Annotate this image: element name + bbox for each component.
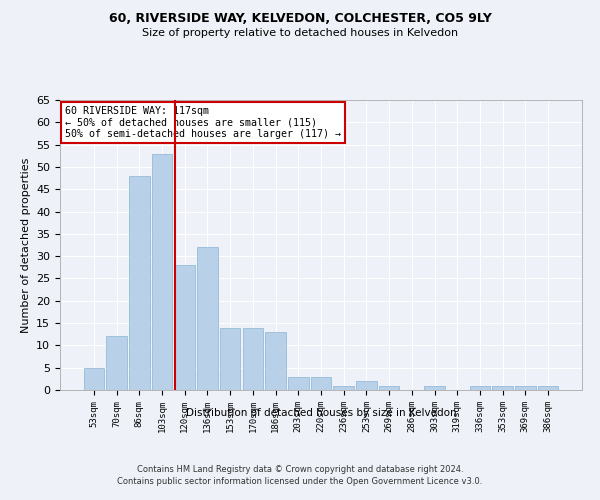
Bar	[538, 386, 558, 390]
Bar	[129, 176, 149, 390]
Text: Size of property relative to detached houses in Kelvedon: Size of property relative to detached ho…	[142, 28, 458, 38]
Text: Contains HM Land Registry data © Crown copyright and database right 2024.: Contains HM Land Registry data © Crown c…	[137, 465, 463, 474]
Bar	[424, 386, 445, 390]
Text: Distribution of detached houses by size in Kelvedon: Distribution of detached houses by size …	[185, 408, 457, 418]
Bar	[265, 332, 286, 390]
Bar	[288, 376, 308, 390]
Text: 60, RIVERSIDE WAY, KELVEDON, COLCHESTER, CO5 9LY: 60, RIVERSIDE WAY, KELVEDON, COLCHESTER,…	[109, 12, 491, 26]
Bar	[242, 328, 263, 390]
Bar	[515, 386, 536, 390]
Bar	[152, 154, 172, 390]
Bar	[470, 386, 490, 390]
Bar	[197, 247, 218, 390]
Bar	[493, 386, 513, 390]
Bar	[175, 265, 195, 390]
Y-axis label: Number of detached properties: Number of detached properties	[20, 158, 31, 332]
Bar	[356, 381, 377, 390]
Bar	[334, 386, 354, 390]
Bar	[379, 386, 400, 390]
Bar	[106, 336, 127, 390]
Bar	[220, 328, 241, 390]
Text: Contains public sector information licensed under the Open Government Licence v3: Contains public sector information licen…	[118, 478, 482, 486]
Bar	[84, 368, 104, 390]
Text: 60 RIVERSIDE WAY: 117sqm
← 50% of detached houses are smaller (115)
50% of semi-: 60 RIVERSIDE WAY: 117sqm ← 50% of detach…	[65, 106, 341, 139]
Bar	[311, 376, 331, 390]
